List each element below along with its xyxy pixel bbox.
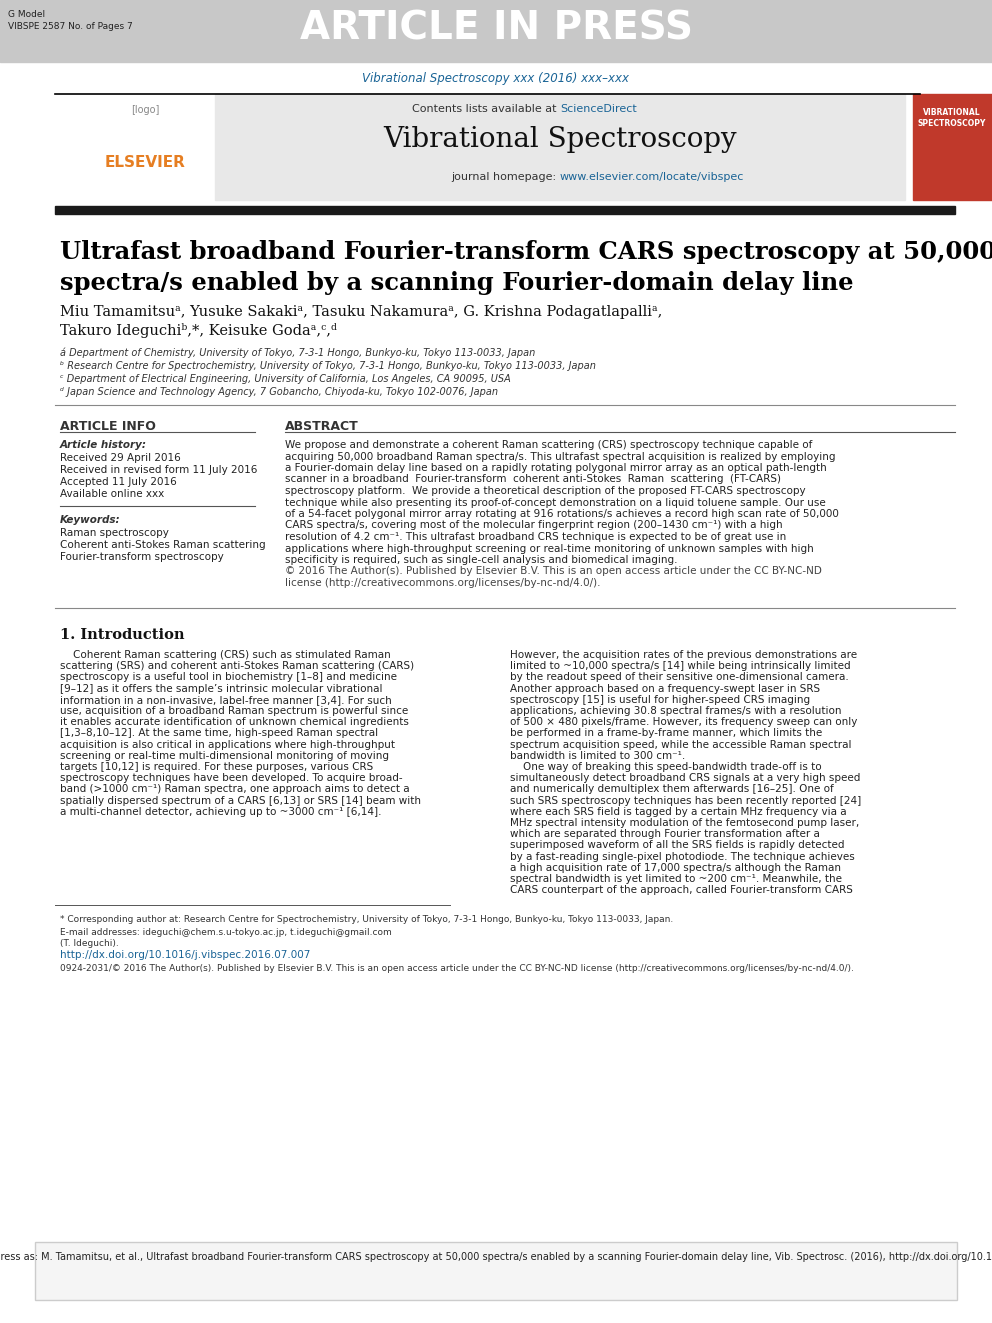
Text: ScienceDirect: ScienceDirect [560, 105, 637, 114]
Text: Coherent Raman scattering (CRS) such as stimulated Raman: Coherent Raman scattering (CRS) such as … [60, 650, 391, 660]
Text: One way of breaking this speed-bandwidth trade-off is to: One way of breaking this speed-bandwidth… [510, 762, 821, 773]
Text: where each SRS field is tagged by a certain MHz frequency via a: where each SRS field is tagged by a cert… [510, 807, 846, 816]
Text: Fourier-transform spectroscopy: Fourier-transform spectroscopy [60, 552, 224, 562]
Text: band (>1000 cm⁻¹) Raman spectra, one approach aims to detect a: band (>1000 cm⁻¹) Raman spectra, one app… [60, 785, 410, 794]
Text: applications where high-throughput screening or real-time monitoring of unknown : applications where high-throughput scree… [285, 544, 813, 553]
Text: by a fast-reading single-pixel photodiode. The technique achieves: by a fast-reading single-pixel photodiod… [510, 852, 855, 861]
Text: acquiring 50,000 broadband Raman spectra/s. This ultrafast spectral acquisition : acquiring 50,000 broadband Raman spectra… [285, 451, 835, 462]
Bar [0, 0, 992, 62]
Text: © 2016 The Author(s). Published by Elsevier B.V. This is an open access article : © 2016 The Author(s). Published by Elsev… [285, 566, 822, 577]
Text: G Model
VIBSPE 2587 No. of Pages 7: G Model VIBSPE 2587 No. of Pages 7 [8, 11, 133, 30]
Text: We propose and demonstrate a coherent Raman scattering (CRS) spectroscopy techni: We propose and demonstrate a coherent Ra… [285, 441, 812, 450]
Text: a multi-channel detector, achieving up to ~3000 cm⁻¹ [6,14].: a multi-channel detector, achieving up t… [60, 807, 382, 816]
Text: simultaneously detect broadband CRS signals at a very high speed: simultaneously detect broadband CRS sign… [510, 773, 860, 783]
Text: targets [10,12] is required. For these purposes, various CRS: targets [10,12] is required. For these p… [60, 762, 373, 773]
Text: Received 29 April 2016: Received 29 April 2016 [60, 452, 181, 463]
Text: specificity is required, such as single-cell analysis and biomedical imaging.: specificity is required, such as single-… [285, 556, 678, 565]
Text: be performed in a frame-by-frame manner, which limits the: be performed in a frame-by-frame manner,… [510, 729, 822, 738]
Text: Another approach based on a frequency-swept laser in SRS: Another approach based on a frequency-sw… [510, 684, 820, 693]
Text: and numerically demultiplex them afterwards [16–25]. One of: and numerically demultiplex them afterwa… [510, 785, 833, 794]
Text: However, the acquisition rates of the previous demonstrations are: However, the acquisition rates of the pr… [510, 650, 857, 660]
Text: scanner in a broadband  Fourier-transform  coherent anti-Stokes  Raman  scatteri: scanner in a broadband Fourier-transform… [285, 475, 781, 484]
Text: Raman spectroscopy: Raman spectroscopy [60, 528, 169, 538]
Text: 0924-2031/© 2016 The Author(s). Published by Elsevier B.V. This is an open acces: 0924-2031/© 2016 The Author(s). Publishe… [60, 964, 854, 972]
Text: [1,3–8,10–12]. At the same time, high-speed Raman spectral: [1,3–8,10–12]. At the same time, high-sp… [60, 729, 378, 738]
Text: VIBRATIONAL
SPECTROSCOPY: VIBRATIONAL SPECTROSCOPY [918, 108, 986, 128]
Text: limited to ~10,000 spectra/s [14] while being intrinsically limited: limited to ~10,000 spectra/s [14] while … [510, 662, 850, 671]
Text: http://dx.doi.org/10.1016/j.vibspec.2016.07.007: http://dx.doi.org/10.1016/j.vibspec.2016… [60, 950, 310, 960]
Text: spatially dispersed spectrum of a CARS [6,13] or SRS [14] beam with: spatially dispersed spectrum of a CARS [… [60, 795, 421, 806]
Text: spectroscopy platform.  We provide a theoretical description of the proposed FT-: spectroscopy platform. We provide a theo… [285, 486, 806, 496]
Text: E-mail addresses: ideguchi@chem.s.u-tokyo.ac.jp, t.ideguchi@gmail.com
(T. Ideguc: E-mail addresses: ideguchi@chem.s.u-toky… [60, 927, 392, 949]
Text: of 500 × 480 pixels/frame. However, its frequency sweep can only: of 500 × 480 pixels/frame. However, its … [510, 717, 857, 728]
Text: a high acquisition rate of 17,000 spectra/s although the Raman: a high acquisition rate of 17,000 spectr… [510, 863, 841, 873]
Text: Vibrational Spectroscopy xxx (2016) xxx–xxx: Vibrational Spectroscopy xxx (2016) xxx–… [362, 71, 630, 85]
Bar [215, 94, 905, 200]
Bar [913, 94, 992, 200]
Text: www.elsevier.com/locate/vibspec: www.elsevier.com/locate/vibspec [560, 172, 744, 183]
Text: * Corresponding author at: Research Centre for Spectrochemistry, University of T: * Corresponding author at: Research Cent… [60, 916, 674, 923]
Text: á Department of Chemistry, University of Tokyo, 7-3-1 Hongo, Bunkyo-ku, Tokyo 11: á Department of Chemistry, University of… [60, 348, 536, 359]
Text: Received in revised form 11 July 2016: Received in revised form 11 July 2016 [60, 464, 257, 475]
Text: spectral bandwidth is yet limited to ~200 cm⁻¹. Meanwhile, the: spectral bandwidth is yet limited to ~20… [510, 875, 842, 884]
Text: Available online xxx: Available online xxx [60, 490, 165, 499]
Text: Keywords:: Keywords: [60, 515, 121, 525]
Text: journal homepage:: journal homepage: [451, 172, 560, 183]
Text: ABSTRACT: ABSTRACT [285, 419, 359, 433]
Text: of a 54-facet polygonal mirror array rotating at 916 rotations/s achieves a reco: of a 54-facet polygonal mirror array rot… [285, 509, 839, 519]
Text: CARS spectra/s, covering most of the molecular fingerprint region (200–1430 cm⁻¹: CARS spectra/s, covering most of the mol… [285, 520, 783, 531]
Text: screening or real-time multi-dimensional monitoring of moving: screening or real-time multi-dimensional… [60, 750, 389, 761]
Text: 1. Introduction: 1. Introduction [60, 628, 185, 642]
Text: spectroscopy is a useful tool in biochemistry [1–8] and medicine: spectroscopy is a useful tool in biochem… [60, 672, 397, 683]
FancyBboxPatch shape [35, 1242, 957, 1301]
Text: ELSEVIER: ELSEVIER [104, 155, 186, 169]
Text: [9–12] as it offers the sample’s intrinsic molecular vibrational: [9–12] as it offers the sample’s intrins… [60, 684, 383, 693]
Text: acquisition is also critical in applications where high-throughput: acquisition is also critical in applicat… [60, 740, 395, 750]
Text: Contents lists available at: Contents lists available at [412, 105, 560, 114]
Text: a Fourier-domain delay line based on a rapidly rotating polygonal mirror array a: a Fourier-domain delay line based on a r… [285, 463, 826, 474]
Text: by the readout speed of their sensitive one-dimensional camera.: by the readout speed of their sensitive … [510, 672, 849, 683]
Text: Article history:: Article history: [60, 441, 147, 450]
Text: which are separated through Fourier transformation after a: which are separated through Fourier tran… [510, 830, 819, 839]
Text: superimposed waveform of all the SRS fields is rapidly detected: superimposed waveform of all the SRS fie… [510, 840, 844, 851]
Text: information in a non-invasive, label-free manner [3,4]. For such: information in a non-invasive, label-fre… [60, 695, 392, 705]
Text: use, acquisition of a broadband Raman spectrum is powerful since: use, acquisition of a broadband Raman sp… [60, 706, 409, 716]
Text: applications, achieving 30.8 spectral frames/s with a resolution: applications, achieving 30.8 spectral fr… [510, 706, 841, 716]
Text: [logo]: [logo] [131, 105, 159, 115]
Text: Vibrational Spectroscopy: Vibrational Spectroscopy [383, 126, 737, 153]
Text: ARTICLE INFO: ARTICLE INFO [60, 419, 156, 433]
Text: Takuro Ideguchiᵇ,*, Keisuke Godaᵃ,ᶜ,ᵈ: Takuro Ideguchiᵇ,*, Keisuke Godaᵃ,ᶜ,ᵈ [60, 323, 337, 337]
Text: spectrum acquisition speed, while the accessible Raman spectral: spectrum acquisition speed, while the ac… [510, 740, 851, 750]
Text: technique while also presenting its proof-of-concept demonstration on a liquid t: technique while also presenting its proo… [285, 497, 825, 508]
Text: scattering (SRS) and coherent anti-Stokes Raman scattering (CARS): scattering (SRS) and coherent anti-Stoke… [60, 662, 414, 671]
Text: Accepted 11 July 2016: Accepted 11 July 2016 [60, 478, 177, 487]
Bar [55, 206, 955, 214]
Text: Coherent anti-Stokes Raman scattering: Coherent anti-Stokes Raman scattering [60, 540, 266, 550]
Text: license (http://creativecommons.org/licenses/by-nc-nd/4.0/).: license (http://creativecommons.org/lice… [285, 578, 600, 587]
Text: spectroscopy [15] is useful for higher-speed CRS imaging: spectroscopy [15] is useful for higher-s… [510, 695, 810, 705]
Text: resolution of 4.2 cm⁻¹. This ultrafast broadband CRS technique is expected to be: resolution of 4.2 cm⁻¹. This ultrafast b… [285, 532, 787, 542]
Text: ᶜ Department of Electrical Engineering, University of California, Los Angeles, C: ᶜ Department of Electrical Engineering, … [60, 374, 511, 384]
Text: spectroscopy techniques have been developed. To acquire broad-: spectroscopy techniques have been develo… [60, 773, 403, 783]
Text: ᵈ Japan Science and Technology Agency, 7 Gobancho, Chiyoda-ku, Tokyo 102-0076, J: ᵈ Japan Science and Technology Agency, 7… [60, 388, 498, 397]
Text: Ultrafast broadband Fourier-transform CARS spectroscopy at 50,000
spectra/s enab: Ultrafast broadband Fourier-transform CA… [60, 239, 992, 295]
Text: Miu Tamamitsuᵃ, Yusuke Sakakiᵃ, Tasuku Nakamuraᵃ, G. Krishna Podagatlapalliᵃ,: Miu Tamamitsuᵃ, Yusuke Sakakiᵃ, Tasuku N… [60, 306, 663, 319]
Text: it enables accurate identification of unknown chemical ingredients: it enables accurate identification of un… [60, 717, 409, 728]
Text: ᵇ Research Centre for Spectrochemistry, University of Tokyo, 7-3-1 Hongo, Bunkyo: ᵇ Research Centre for Spectrochemistry, … [60, 361, 596, 370]
Text: such SRS spectroscopy techniques has been recently reported [24]: such SRS spectroscopy techniques has bee… [510, 795, 861, 806]
Text: ARTICLE IN PRESS: ARTICLE IN PRESS [300, 11, 692, 48]
Text: Please cite this article in press as: M. Tamamitsu, et al., Ultrafast broadband : Please cite this article in press as: M.… [0, 1252, 992, 1262]
Text: CARS counterpart of the approach, called Fourier-transform CARS: CARS counterpart of the approach, called… [510, 885, 853, 896]
Text: MHz spectral intensity modulation of the femtosecond pump laser,: MHz spectral intensity modulation of the… [510, 818, 859, 828]
Text: bandwidth is limited to 300 cm⁻¹.: bandwidth is limited to 300 cm⁻¹. [510, 750, 685, 761]
